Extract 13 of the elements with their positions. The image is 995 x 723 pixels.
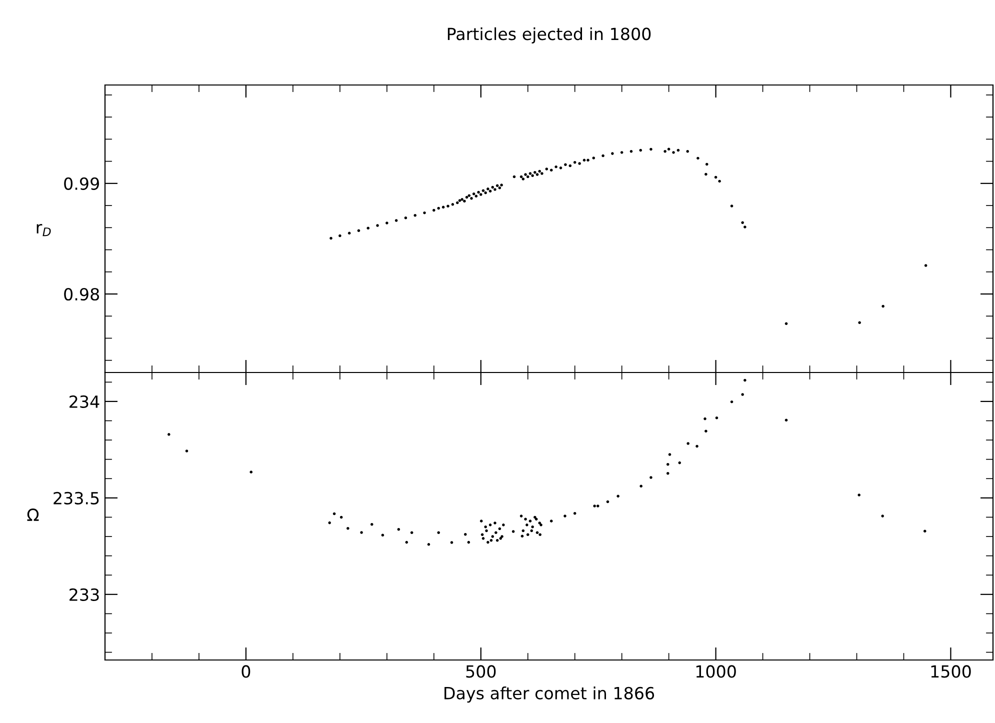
y-tick-label: 0.99: [64, 177, 99, 190]
y-tick-label: 233: [70, 588, 99, 601]
x-tick-label: 1500: [931, 665, 971, 678]
y-axis-title: Ω: [27, 508, 39, 521]
x-axis-title: Days after comet in 1866: [444, 686, 654, 703]
y-tick-label: 234: [70, 395, 100, 408]
x-tick-label: 0: [242, 665, 250, 678]
y-tick-label: 0.98: [64, 288, 99, 301]
chart-title: Particles ejected in 1800: [448, 27, 651, 44]
y-axis-title: r$_{D}$: [36, 224, 51, 236]
x-tick-label: 1000: [696, 665, 736, 678]
y-tick-label: 233.5: [54, 492, 99, 504]
x-tick-label: 500: [466, 665, 496, 678]
